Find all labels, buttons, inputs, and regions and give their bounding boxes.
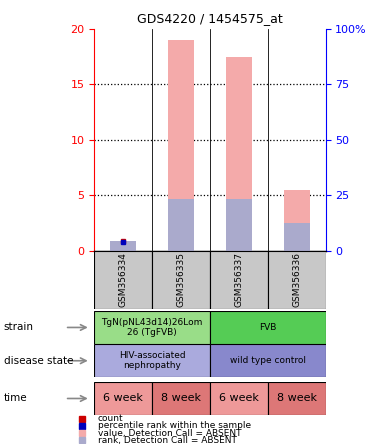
Bar	[226, 199, 252, 251]
Bar	[284, 190, 310, 251]
Bar	[110, 241, 136, 251]
Bar	[210, 382, 268, 415]
Text: rank, Detection Call = ABSENT: rank, Detection Call = ABSENT	[98, 436, 237, 444]
Text: GSM356336: GSM356336	[292, 252, 301, 307]
Text: HIV-associated
nephropathy: HIV-associated nephropathy	[119, 351, 185, 370]
Bar	[94, 382, 152, 415]
Bar	[168, 199, 194, 251]
Bar	[210, 344, 326, 377]
Text: wild type control: wild type control	[230, 356, 306, 365]
Text: FVB: FVB	[259, 323, 276, 332]
Text: 8 week: 8 week	[161, 393, 201, 404]
Bar	[268, 382, 326, 415]
Text: 6 week: 6 week	[103, 393, 143, 404]
Text: 6 week: 6 week	[219, 393, 259, 404]
Text: GSM356337: GSM356337	[234, 252, 243, 307]
Text: TgN(pNL43d14)26Lom
26 (TgFVB): TgN(pNL43d14)26Lom 26 (TgFVB)	[101, 318, 203, 337]
Bar	[94, 251, 152, 309]
Text: strain: strain	[4, 322, 34, 333]
Text: time: time	[4, 393, 27, 404]
Text: percentile rank within the sample: percentile rank within the sample	[98, 421, 251, 431]
Bar	[152, 382, 210, 415]
Bar	[284, 223, 310, 251]
Bar	[268, 251, 326, 309]
Text: count: count	[98, 414, 124, 423]
Bar	[94, 311, 210, 344]
Bar	[94, 344, 210, 377]
Text: 8 week: 8 week	[277, 393, 317, 404]
Text: disease state: disease state	[4, 356, 73, 366]
Bar	[152, 251, 210, 309]
Bar	[168, 40, 194, 251]
Bar	[210, 311, 326, 344]
Bar	[226, 56, 252, 251]
Text: GSM356335: GSM356335	[176, 252, 186, 307]
Bar	[210, 251, 268, 309]
Text: value, Detection Call = ABSENT: value, Detection Call = ABSENT	[98, 428, 241, 438]
Bar	[110, 242, 136, 251]
Title: GDS4220 / 1454575_at: GDS4220 / 1454575_at	[137, 12, 283, 25]
Text: GSM356334: GSM356334	[119, 252, 128, 307]
